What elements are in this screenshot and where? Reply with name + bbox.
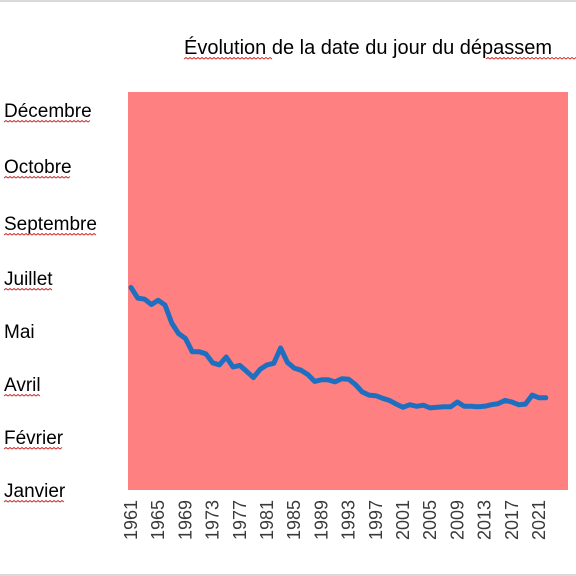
- y-tick-label-underline: [3, 119, 91, 123]
- x-tick-label: 1997: [366, 500, 386, 540]
- x-tick-label: 1993: [339, 500, 359, 540]
- y-tick-label: Juillet: [4, 269, 53, 290]
- chart-title-group: Évolution de la date du jour du dépassem: [183, 36, 576, 60]
- series-lines: [128, 285, 549, 411]
- y-tick-label-underline: [3, 287, 53, 291]
- y-tick-label: Septembre: [4, 214, 97, 235]
- y-tick-label: Octobre: [4, 157, 72, 178]
- y-tick-label: Avril: [4, 375, 41, 396]
- y-axis-tick-labels: Janvier Février Avril Mai Juillet Septembre Oc…: [3, 101, 97, 503]
- x-tick-label: 1969: [175, 500, 195, 540]
- x-tick-label: 1985: [284, 500, 304, 540]
- series-line: [128, 285, 549, 411]
- y-tick-label-underline: [3, 175, 71, 179]
- y-tick-label-underline: [3, 499, 65, 503]
- y-tick-label: Décembre: [4, 101, 92, 122]
- y-tick-label-underline: [3, 232, 97, 236]
- x-tick-label: 1961: [121, 500, 141, 540]
- y-tick-label-underline: [3, 446, 63, 450]
- x-tick-label: 1973: [203, 500, 223, 540]
- y-tick-label: Mai: [4, 322, 35, 343]
- title-word-underline: [183, 56, 273, 60]
- plot-area: [128, 92, 568, 490]
- x-tick-label: 1981: [257, 500, 277, 540]
- x-tick-label: 2013: [475, 500, 495, 540]
- x-tick-label: 2001: [393, 500, 413, 540]
- x-tick-label: 1965: [148, 500, 168, 540]
- x-tick-label: 1977: [230, 500, 250, 540]
- y-tick-label: Janvier: [4, 481, 66, 502]
- x-tick-label: 2017: [502, 500, 522, 540]
- y-tick-label: Février: [4, 428, 64, 449]
- x-axis-tick-labels: 1961 1965 1969 1973 1977 1981 1985 1989 1993 1997…: [121, 500, 549, 540]
- chart-title: Évolution de la date du jour du dépassem: [184, 36, 552, 59]
- x-tick-label: 2009: [447, 500, 467, 540]
- x-tick-label: 1989: [311, 500, 331, 540]
- title-word-underline: [485, 56, 576, 60]
- y-tick-label-underline: [3, 393, 41, 397]
- x-tick-label: 2021: [529, 500, 549, 540]
- x-tick-label: 2005: [420, 500, 440, 540]
